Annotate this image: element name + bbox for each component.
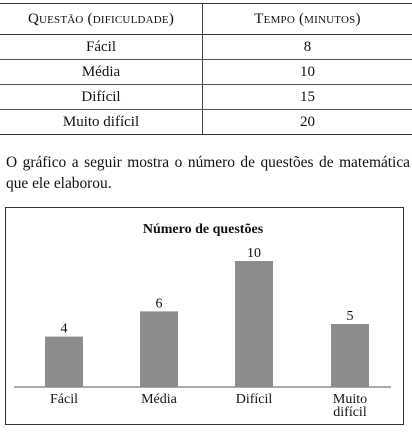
x-tick-label-2: Média xyxy=(141,392,178,407)
header-time-minutes: Tempo (minutos) xyxy=(203,4,412,35)
difficulty-table-wrap: Questão (dificuldade) Tempo (minutos) Fá… xyxy=(0,3,412,135)
cell-time: 10 xyxy=(203,60,412,85)
table-row: Muito difícil 20 xyxy=(0,110,412,135)
chart-title: Número de questões xyxy=(143,222,264,237)
table-header-row: Questão (dificuldade) Tempo (minutos) xyxy=(0,4,412,35)
table-row: Média 10 xyxy=(0,60,412,85)
cell-time: 20 xyxy=(203,110,412,135)
x-tick-label-1: Fácil xyxy=(50,392,78,407)
intro-paragraph: O gráfico a seguir mostra o número de qu… xyxy=(6,152,410,194)
cell-difficulty: Muito difícil xyxy=(0,110,203,135)
difficulty-table: Questão (dificuldade) Tempo (minutos) Fá… xyxy=(0,3,412,135)
table-row: Fácil 8 xyxy=(0,35,412,60)
data-label-4: 5 xyxy=(347,309,354,324)
header-question-difficulty: Questão (dificuldade) xyxy=(0,4,203,35)
bar-2 xyxy=(140,311,178,387)
x-tick-label-3: Difícil xyxy=(236,392,273,407)
cell-difficulty: Média xyxy=(0,60,203,85)
data-label-2: 6 xyxy=(156,296,163,311)
bar-4 xyxy=(331,324,369,387)
cell-time: 8 xyxy=(203,35,412,60)
bar-chart: Número de questões 4 Fácil 6 Média 10 Difícil 5… xyxy=(5,207,404,425)
data-label-1: 4 xyxy=(61,322,68,337)
cell-difficulty: Fácil xyxy=(0,35,203,60)
table-row: Difícil 15 xyxy=(0,85,412,110)
x-tick-label-4: Muito difícil xyxy=(333,392,367,420)
bar-3 xyxy=(235,261,273,387)
data-label-3: 10 xyxy=(247,246,261,261)
bar-1 xyxy=(45,337,83,387)
bar-chart-svg: Número de questões 4 Fácil 6 Média 10 Difícil 5… xyxy=(6,208,403,424)
cell-difficulty: Difícil xyxy=(0,85,203,110)
cell-time: 15 xyxy=(203,85,412,110)
